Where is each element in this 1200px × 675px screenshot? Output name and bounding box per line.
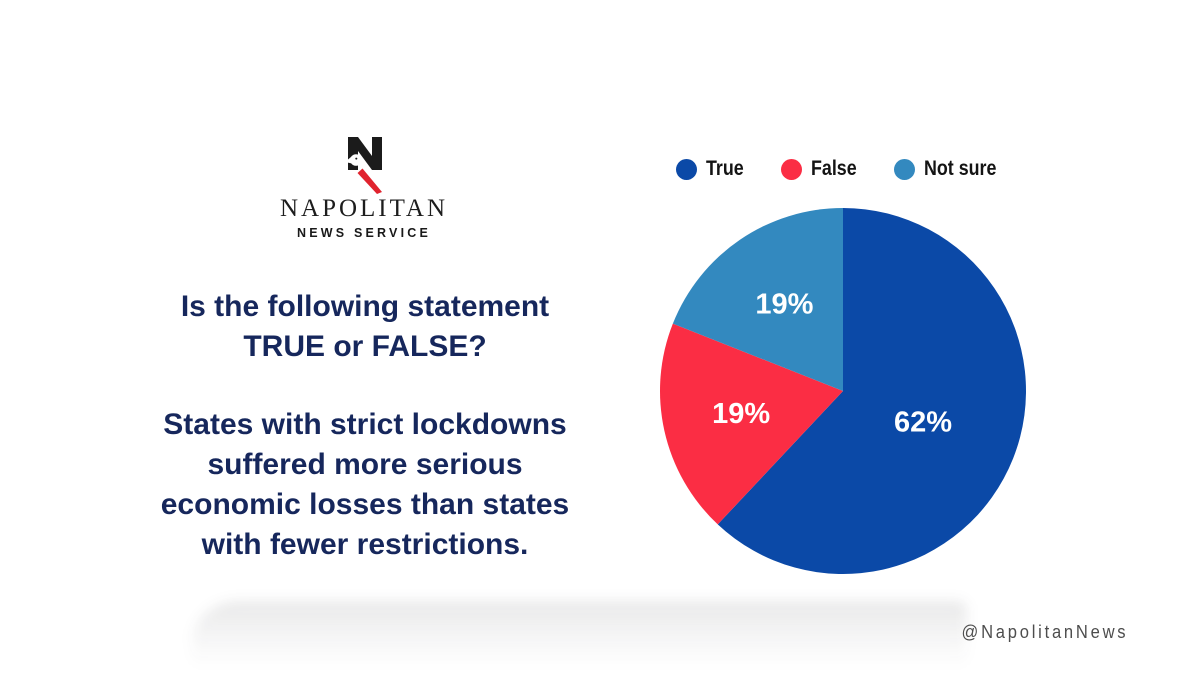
social-handle: @NapolitanNews — [961, 622, 1128, 642]
question-line: suffered more serious — [207, 448, 523, 481]
legend-label: Not sure — [924, 157, 997, 180]
question-line: TRUE or FALSE? — [243, 330, 487, 363]
brand-block: NAPOLITAN NEWS SERVICE — [264, 136, 464, 240]
pie-slice-not-sure — [672, 208, 843, 391]
logo-n-shape — [348, 137, 382, 170]
logo-eagle-head — [350, 154, 362, 166]
slice-label-true: 62% — [894, 407, 952, 439]
legend-dot-icon — [676, 158, 698, 180]
logo-eagle-beak — [345, 157, 352, 164]
napolitan-logo-icon — [345, 137, 382, 194]
pie-chart: 62% 19% 19% — [659, 207, 1027, 575]
question-line: States with strict lockdowns — [163, 408, 567, 441]
legend-label: True — [706, 157, 745, 180]
brand-name: NAPOLITAN — [279, 195, 449, 222]
logo-eagle-eye — [355, 157, 358, 160]
question-line: economic losses than states — [160, 488, 570, 521]
question-line: with fewer restrictions. — [201, 528, 529, 561]
legend-item-not-sure: Not sure — [894, 157, 1009, 181]
brand-subtitle: NEWS SERVICE — [296, 226, 432, 240]
poll-question: Is the following statement TRUE or FALSE?… — [75, 287, 655, 565]
legend-item-true: True — [676, 157, 750, 181]
legend-label: False — [810, 157, 857, 180]
question-paragraph-1: Is the following statement TRUE or FALSE? — [75, 287, 655, 367]
legend-dot-icon — [780, 158, 802, 180]
question-paragraph-2: States with strict lockdowns suffered mor… — [75, 405, 655, 565]
question-line: Is the following statement — [180, 290, 550, 323]
slice-label-not-sure: 19% — [755, 289, 813, 321]
card-bottom-shadow — [192, 601, 967, 671]
pie-slice-true — [717, 208, 1026, 574]
pie-legend: True False Not sure — [659, 156, 1027, 182]
legend-item-false: False — [780, 157, 865, 181]
legend-dot-icon — [894, 158, 916, 180]
slice-label-false: 19% — [712, 398, 770, 430]
pie-slice-false — [660, 323, 843, 525]
logo-red-slash — [357, 168, 382, 194]
